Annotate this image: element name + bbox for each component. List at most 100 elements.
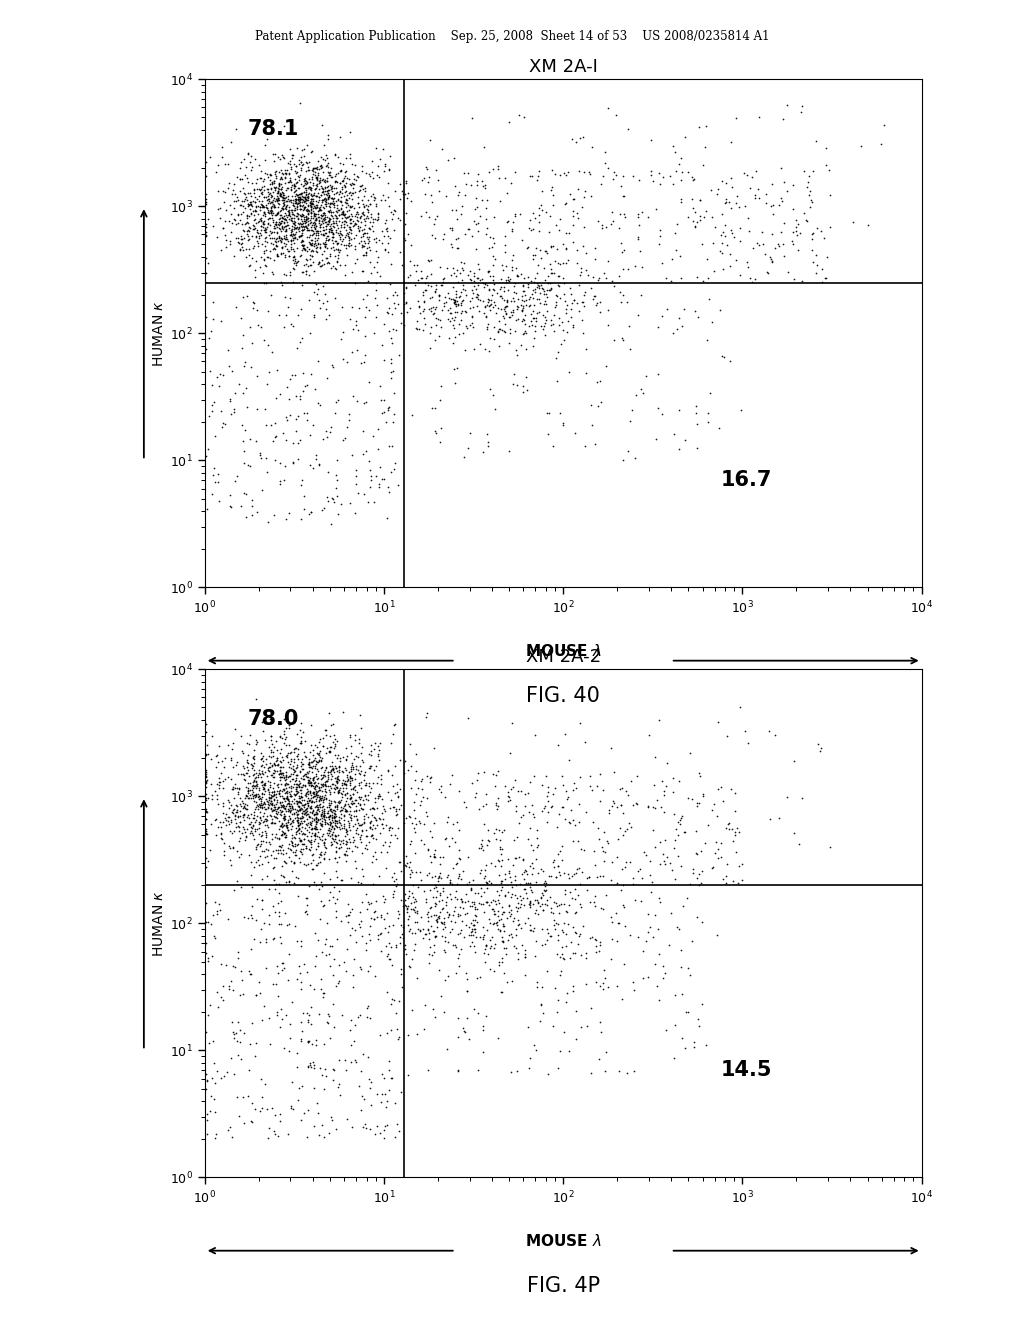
Point	[478, 198, 495, 219]
Point	[352, 1060, 369, 1081]
Point	[286, 826, 302, 847]
Point	[329, 172, 345, 193]
Point	[288, 791, 304, 812]
Point	[449, 888, 465, 909]
Point	[246, 297, 262, 318]
Point	[805, 222, 821, 243]
Point	[288, 845, 304, 866]
Point	[287, 199, 303, 220]
Point	[369, 797, 385, 818]
Point	[218, 236, 234, 257]
Point	[298, 152, 314, 173]
Point	[276, 779, 293, 800]
Point	[326, 805, 342, 826]
Point	[315, 209, 332, 230]
Point	[297, 803, 313, 824]
Point	[293, 183, 309, 205]
Point	[615, 203, 632, 224]
Point	[265, 264, 282, 285]
Point	[340, 169, 356, 190]
Point	[280, 205, 296, 226]
Point	[294, 235, 310, 256]
Point	[317, 234, 334, 255]
Point	[288, 222, 304, 243]
Point	[217, 768, 233, 789]
Point	[553, 936, 569, 957]
Point	[275, 805, 292, 826]
Point	[498, 302, 514, 323]
Point	[378, 218, 394, 239]
Point	[332, 807, 348, 828]
Point	[413, 268, 429, 289]
Point	[289, 834, 305, 855]
Point	[300, 219, 316, 240]
Point	[295, 1002, 311, 1023]
Point	[380, 242, 396, 263]
Point	[269, 187, 286, 209]
Point	[273, 227, 290, 248]
Point	[412, 862, 428, 883]
Point	[381, 482, 397, 503]
Point	[453, 285, 469, 306]
Point	[257, 821, 273, 842]
Point	[207, 425, 223, 446]
Point	[261, 187, 278, 209]
Point	[242, 191, 258, 213]
Point	[536, 282, 552, 304]
Point	[324, 816, 340, 837]
Point	[542, 206, 558, 227]
Point	[281, 246, 297, 267]
Point	[712, 240, 728, 261]
Point	[338, 193, 354, 214]
Point	[499, 972, 515, 993]
Point	[391, 1121, 408, 1142]
Point	[329, 232, 345, 253]
Point	[357, 804, 374, 825]
Point	[223, 748, 240, 770]
Point	[502, 318, 518, 339]
Point	[234, 817, 251, 838]
Point	[272, 742, 289, 763]
Point	[360, 789, 377, 810]
Point	[325, 222, 341, 243]
Point	[354, 160, 371, 181]
Point	[790, 214, 806, 235]
Point	[299, 812, 315, 833]
Point	[333, 216, 349, 238]
Point	[714, 170, 730, 191]
Point	[255, 793, 271, 814]
Point	[556, 284, 572, 305]
Point	[276, 286, 293, 308]
Point	[608, 873, 625, 894]
Point	[480, 944, 497, 965]
Point	[313, 210, 330, 231]
Point	[276, 805, 293, 826]
Text: FIG. 40: FIG. 40	[526, 685, 600, 706]
Point	[260, 1127, 276, 1148]
Point	[420, 902, 436, 923]
Point	[433, 275, 450, 296]
Point	[381, 195, 397, 216]
Point	[286, 181, 302, 202]
Point	[278, 762, 294, 783]
Point	[481, 300, 498, 321]
Point	[669, 214, 685, 235]
Point	[317, 215, 334, 236]
Point	[624, 400, 640, 421]
Point	[267, 161, 284, 182]
Point	[391, 851, 408, 873]
Point	[328, 239, 344, 260]
Point	[438, 895, 455, 916]
Point	[510, 289, 526, 310]
Point	[554, 836, 570, 857]
Point	[407, 902, 423, 923]
Point	[312, 758, 329, 779]
Point	[502, 742, 518, 763]
Point	[527, 281, 544, 302]
Point	[311, 796, 328, 817]
Point	[326, 781, 342, 803]
Point	[804, 224, 820, 246]
Point	[324, 714, 340, 735]
Point	[293, 215, 309, 236]
Point	[269, 180, 286, 201]
